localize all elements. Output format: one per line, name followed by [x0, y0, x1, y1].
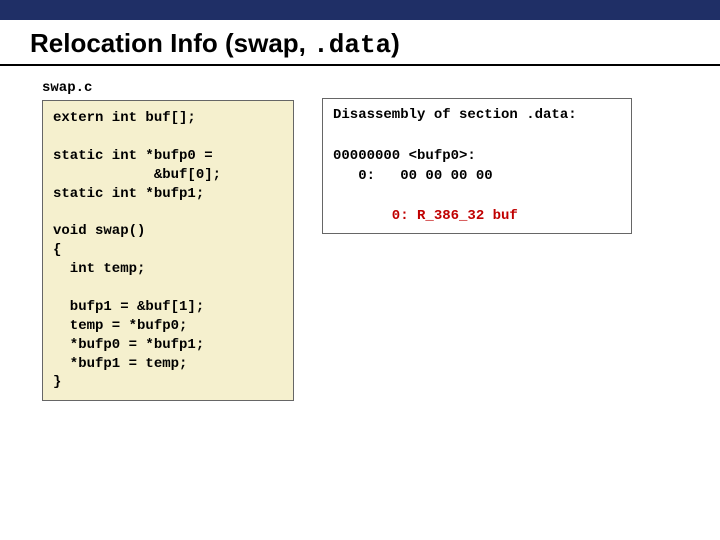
title-prefix: Relocation Info (swap, — [30, 28, 313, 58]
dis-addr: 00000000 <bufp0>: — [333, 148, 476, 164]
relocation-line: 0: R_386_32 buf — [333, 208, 518, 224]
dis-bytes: 0: 00 00 00 00 — [333, 168, 493, 184]
slide-title: Relocation Info (swap, .data) — [0, 20, 720, 66]
right-column: Disassembly of section .data: 00000000 <… — [322, 98, 632, 234]
title-suffix: ) — [391, 28, 400, 58]
left-column: swap.c extern int buf[]; static int *buf… — [42, 80, 294, 401]
filename-label: swap.c — [42, 80, 294, 96]
content-area: swap.c extern int buf[]; static int *buf… — [0, 66, 720, 401]
dis-header: Disassembly of section .data: — [333, 107, 577, 123]
top-bar — [0, 0, 720, 20]
source-code-box: extern int buf[]; static int *bufp0 = &b… — [42, 100, 294, 401]
title-mono: .data — [313, 30, 391, 60]
disassembly-box: Disassembly of section .data: 00000000 <… — [322, 98, 632, 234]
